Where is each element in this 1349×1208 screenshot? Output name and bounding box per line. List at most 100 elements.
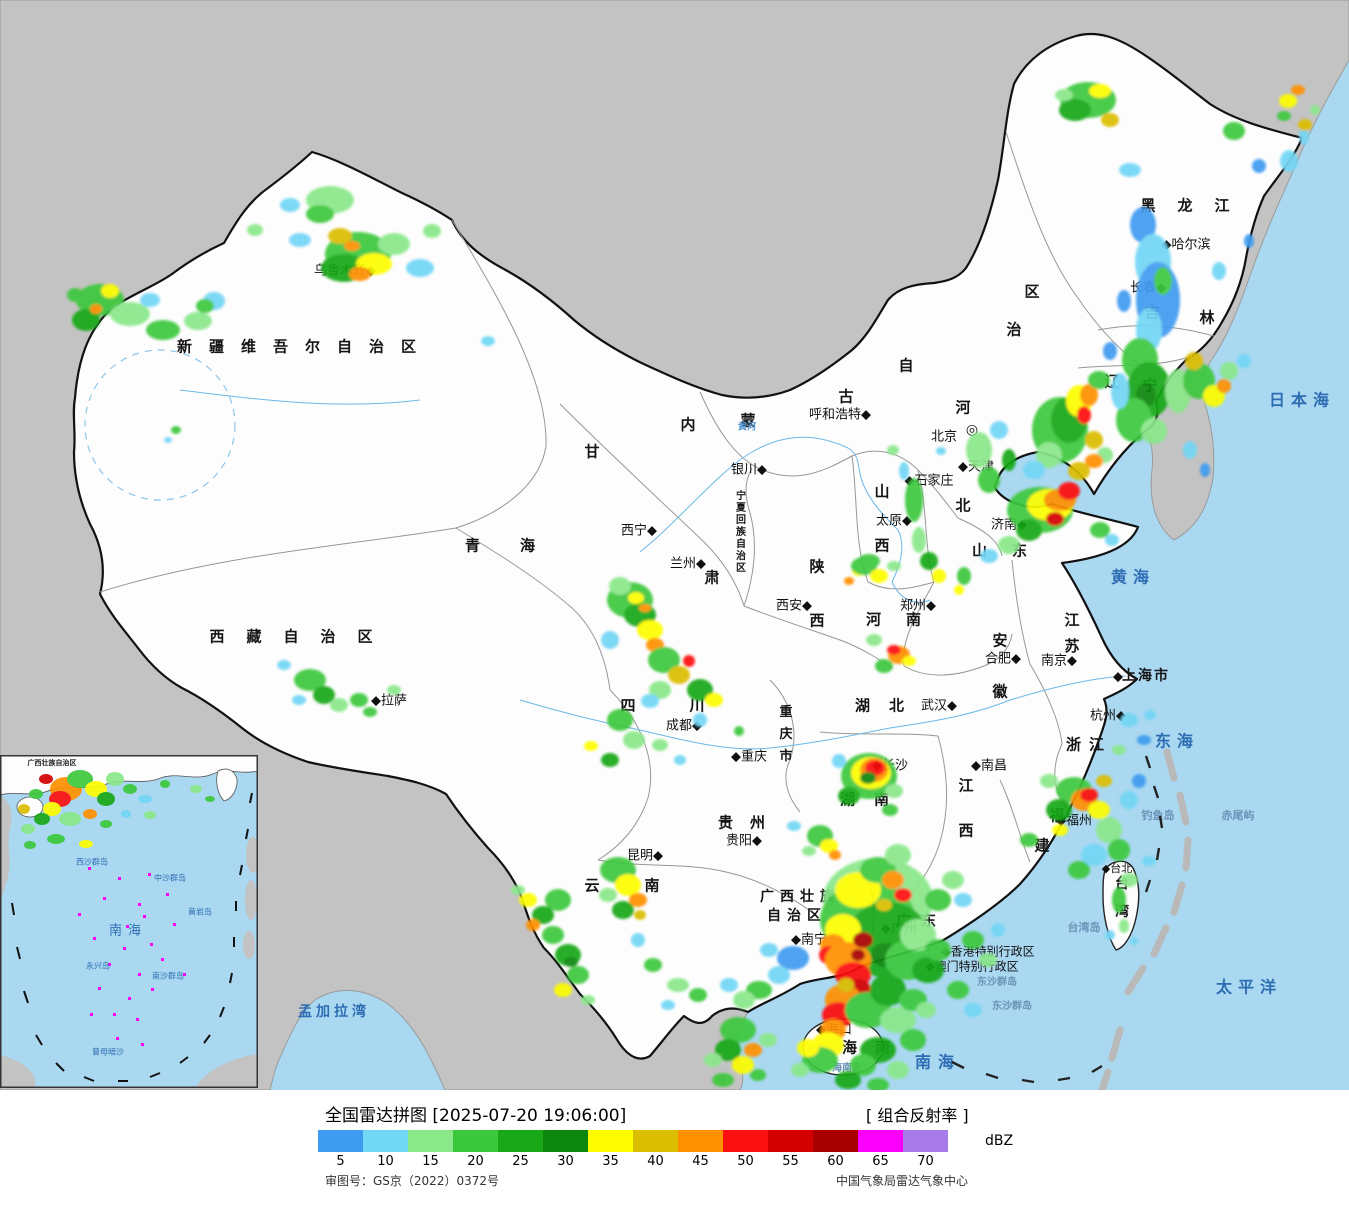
radar-echo [759,1033,777,1047]
radar-echo [1299,127,1309,145]
radar-echo [882,871,904,889]
radar-echo [1090,522,1110,538]
radar-echo [1119,163,1141,177]
radar-echo [744,1043,762,1057]
radar-echo [870,569,888,583]
radar-echo [1108,839,1130,861]
inset-island-dot [93,937,96,940]
radar-echo [1052,824,1068,836]
inset-label: 黄岩岛 [188,907,212,917]
inset-island-dot [113,1013,116,1016]
radar-echo [791,1063,809,1077]
radar-echo [887,645,901,655]
radar-echo [1112,887,1126,913]
inset-island-dot [143,915,146,918]
inset-radar-echo [106,772,124,786]
province-label: 云 [584,877,599,895]
radar-echo [1023,461,1045,479]
radar-echo [101,284,119,298]
radar-echo [164,437,172,443]
radar-echo [734,726,744,736]
radar-echo [1088,801,1110,819]
inset-radar-echo [21,824,35,834]
radar-echo [851,949,865,961]
province-label: 西 [809,612,824,630]
inset-island-dot [118,877,121,880]
radar-echo [599,888,617,902]
inset-island-dot [98,987,101,990]
sea-label: 东沙群岛 [977,975,1017,988]
radar-echo [844,577,854,585]
radar-echo [1081,844,1107,866]
radar-echo [916,1002,936,1018]
colorbar-step [678,1130,723,1152]
radar-echo [607,709,633,731]
radar-echo [631,933,645,947]
radar-echo [1103,342,1117,360]
city-label: 银川◆ [731,463,767,478]
province-label: 甘 [584,443,599,461]
colorbar-value: 20 [467,1154,484,1169]
sea-label: 钓鱼岛 [1142,808,1175,822]
inset-radar-echo [34,813,50,825]
radar-echo [378,233,410,255]
radar-echo [1046,799,1072,821]
colorbar-step [318,1130,363,1152]
radar-echo [760,943,778,957]
radar-echo [870,974,906,1006]
inset-ocean [0,755,258,1088]
colorbar-step [453,1130,498,1152]
radar-echo [990,421,1008,439]
radar-echo [526,919,540,931]
colorbar-step [498,1130,543,1152]
province-label: 自 [898,357,913,375]
radar-echo [1068,462,1090,480]
city-label: ◆ [1113,670,1123,685]
province-label: 蒙 [740,412,755,430]
radar-echo [876,899,892,911]
colorbar-step [858,1130,903,1152]
city-label: ◆南昌 [971,758,1007,774]
province-label: 河南 [866,611,946,629]
radar-echo [1280,150,1298,172]
radar-echo [349,267,371,281]
inset-radar-echo [100,820,112,828]
radar-echo [423,224,441,238]
china-radar-map: 新疆维吾尔自治区西藏自治区青海甘肃内蒙古自治区黑龙江吉林辽宁河北山西山东河南陕西… [0,0,1349,1090]
radar-echo [733,991,755,1009]
map-approval-number: 审图号：GS京（2022）0372号 [325,1174,499,1188]
radar-echo [900,919,936,951]
province-label: 山 [874,483,889,501]
province-label: 青海 [465,537,575,555]
radar-echo [532,906,554,924]
radar-echo [1237,354,1251,368]
radar-echo [1046,512,1064,526]
radar-echo [1120,713,1138,727]
colorbar-step [543,1130,588,1152]
province-label: 新疆维吾尔自治区 [177,338,433,356]
inset-radar-echo [160,780,170,788]
radar-echo [1055,89,1073,101]
radar-echo [838,978,854,992]
radar-echo [887,561,901,571]
city-label: ◆拉萨 [371,694,407,709]
city-label: 太原◆ [876,514,912,529]
city-label: 昆明◆ [627,849,663,864]
inset-island-dot [108,963,111,966]
radar-echo [67,288,83,302]
colorbar-step [768,1130,813,1152]
inset-nine-dash-line [11,792,253,1082]
radar-echo [1020,833,1038,847]
province-label: 林 [1199,309,1215,327]
legend-title: 全国雷达拼图 [2025-07-20 19:06:00] [325,1106,627,1126]
radar-echo [851,557,877,575]
province-label: 西藏自治区 [209,628,394,646]
sea-label: 台湾岛 [1068,920,1101,934]
radar-echo [406,259,434,277]
inset-taiwan [216,768,238,802]
radar-echo [777,946,809,970]
radar-echo [1220,362,1238,380]
radar-echo [1080,788,1098,802]
